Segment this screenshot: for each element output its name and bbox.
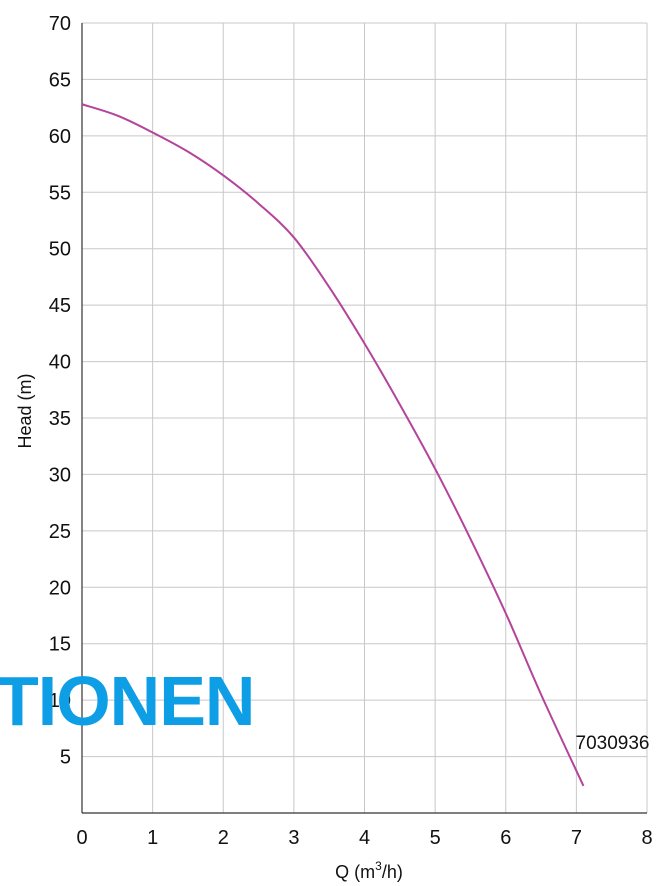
y-axis-title: Head (m) (15, 373, 35, 448)
x-axis-title-suffix: /h) (382, 862, 403, 882)
x-tick-label: 0 (76, 827, 87, 849)
x-tick-label: 2 (218, 827, 229, 849)
y-tick-labels: 5 10 15 20 25 30 35 40 45 50 55 60 65 70 (49, 13, 71, 769)
y-tick-label: 50 (49, 239, 71, 261)
y-tick-label: 20 (49, 577, 71, 599)
x-tick-labels: 0 1 2 3 4 5 6 7 8 (76, 827, 652, 849)
y-tick-label: 30 (49, 464, 71, 486)
x-tick-label: 5 (430, 827, 441, 849)
x-tick-label: 7 (571, 827, 582, 849)
x-tick-label: 3 (288, 827, 299, 849)
x-axis-title: Q (m3/h) (335, 859, 403, 882)
x-tick-label: 8 (641, 827, 652, 849)
watermark-text: TIONEN (0, 662, 255, 740)
y-tick-label: 40 (49, 352, 71, 374)
y-tick-label: 35 (49, 408, 71, 430)
y-tick-label: 10 (49, 690, 71, 712)
x-tick-label: 4 (359, 827, 370, 849)
axes (81, 23, 647, 814)
y-tick-label: 60 (49, 126, 71, 148)
y-tick-label: 65 (49, 69, 71, 91)
y-tick-label: 15 (49, 634, 71, 656)
series-layer (81, 103, 585, 787)
pump-curve-line (81, 103, 585, 787)
x-tick-label: 1 (147, 827, 158, 849)
model-number-annotation: 7030936 (576, 733, 650, 754)
y-tick-label: 45 (49, 295, 71, 317)
y-tick-label: 55 (49, 182, 71, 204)
x-tick-label: 6 (500, 827, 511, 849)
y-tick-label: 70 (49, 13, 71, 35)
x-axis-title-superscript: 3 (375, 859, 382, 873)
y-tick-label: 25 (49, 521, 71, 543)
x-axis-title-prefix: Q (m (335, 862, 375, 882)
y-tick-label: 5 (60, 747, 71, 769)
grid-lines (82, 22, 648, 813)
